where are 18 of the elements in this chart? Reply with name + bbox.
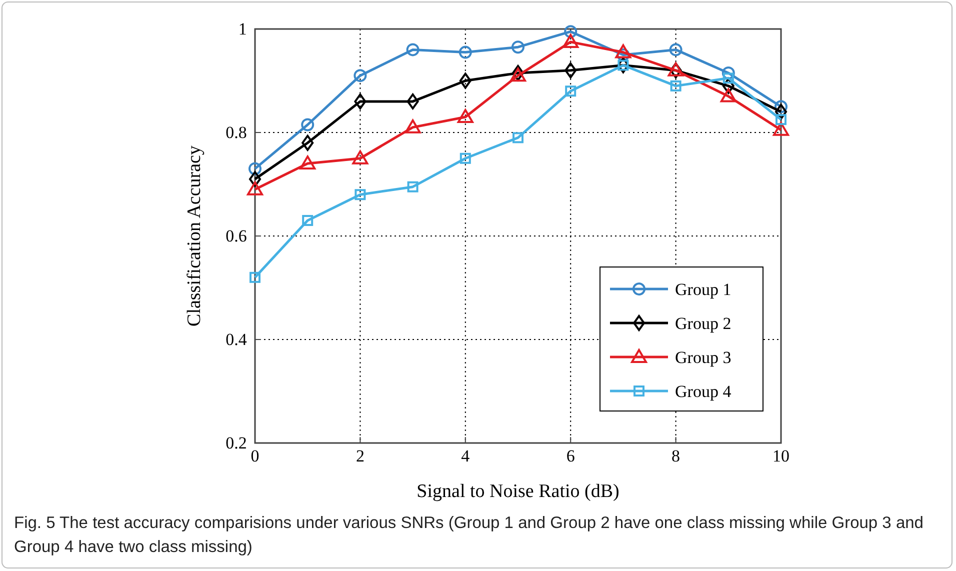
x-tick-label: 10 (772, 446, 790, 466)
legend-label: Group 3 (675, 348, 732, 367)
x-tick-label: 0 (250, 446, 260, 466)
legend-label: Group 4 (675, 382, 732, 401)
y-axis-title: Classification Accuracy (184, 145, 205, 326)
y-tick-label: 0.2 (226, 433, 247, 452)
x-tick-label: 6 (566, 446, 575, 466)
caption: Fig. 5 The test accuracy comparisions under various SNRs (Group 1 and Group 2 have one class missing while Group 3 and Group 4 have two class missing) (14, 514, 924, 556)
x-axis-title: Signal to Noise Ratio (dB) (416, 481, 620, 502)
y-tick-label: 0.4 (226, 330, 248, 349)
legend-label: Group 1 (675, 280, 732, 299)
legend-label: Group 2 (675, 314, 732, 333)
y-tick-label: 1 (238, 19, 247, 38)
x-tick-label: 8 (672, 446, 680, 466)
x-tick-label: 2 (356, 446, 364, 466)
y-tick-label: 0.8 (226, 122, 247, 142)
x-tick-label: 4 (461, 446, 470, 466)
y-tick-label: 0.6 (226, 226, 247, 246)
